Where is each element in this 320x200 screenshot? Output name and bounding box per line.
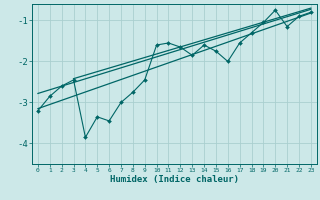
X-axis label: Humidex (Indice chaleur): Humidex (Indice chaleur) (110, 175, 239, 184)
